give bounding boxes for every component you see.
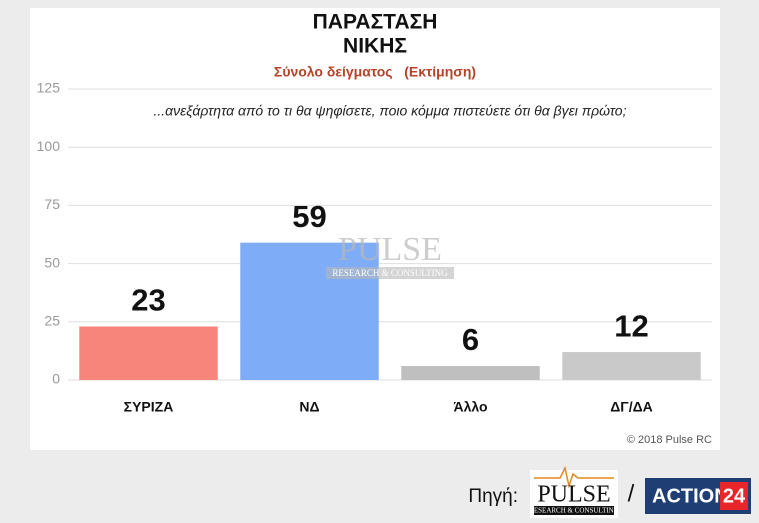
y-tick-label: 50 (44, 254, 60, 270)
watermark: PULSE (338, 231, 442, 268)
bar (401, 366, 540, 380)
chart-title: ΠΑΡΑΣΤΑΣΗ (313, 11, 438, 34)
y-tick-label: 75 (44, 196, 60, 212)
y-tick-label: 0 (52, 371, 60, 387)
pulse-logo-line (534, 465, 614, 489)
y-tick-label: 100 (37, 138, 61, 154)
data-label: 6 (462, 322, 479, 357)
watermark-sub: RESEARCH & CONSULTING (332, 268, 448, 278)
bar (79, 326, 218, 380)
pulse-logo-sub: RESEARCH & CONSULTING (529, 507, 619, 515)
plot: 0 25 50 75 100 125 ΣΥΡΙΖΑ 23 ΝΔ 59 Άλλο 6 ΔΓ/ΔΑ 12 (37, 80, 712, 415)
bar (240, 242, 379, 380)
pulse-logo: PULSE (537, 482, 610, 508)
data-label: 23 (131, 283, 165, 318)
x-tick-label: ΣΥΡΙΖΑ (124, 399, 174, 415)
action-logo-num: 24 (723, 485, 746, 507)
bar (562, 352, 701, 380)
x-tick-label: ΝΔ (299, 399, 319, 415)
action-logo-num-bg (720, 482, 748, 510)
y-tick-label: 25 (44, 313, 60, 329)
source-label: Πηγή: (468, 486, 518, 507)
data-label: 59 (292, 199, 326, 234)
chart-subtitle: Σύνολο δείγματος (Εκτίμηση) (274, 64, 476, 80)
x-tick-label: ΔΓ/ΔΑ (610, 399, 653, 415)
pulse-logo-band (534, 506, 614, 515)
action-logo: ACTION (652, 485, 729, 507)
copyright: © 2018 Pulse RC (627, 434, 712, 446)
data-label: 12 (614, 308, 648, 343)
y-tick-label: 125 (37, 80, 61, 96)
x-tick-label: Άλλο (453, 399, 487, 415)
separator: / (628, 480, 635, 507)
watermark-band (326, 267, 454, 279)
annotation: ...ανεξάρτητα από το τι θα ψηφίσετε, ποι… (154, 103, 627, 119)
chart-title: ΝΙΚΗΣ (343, 35, 407, 58)
